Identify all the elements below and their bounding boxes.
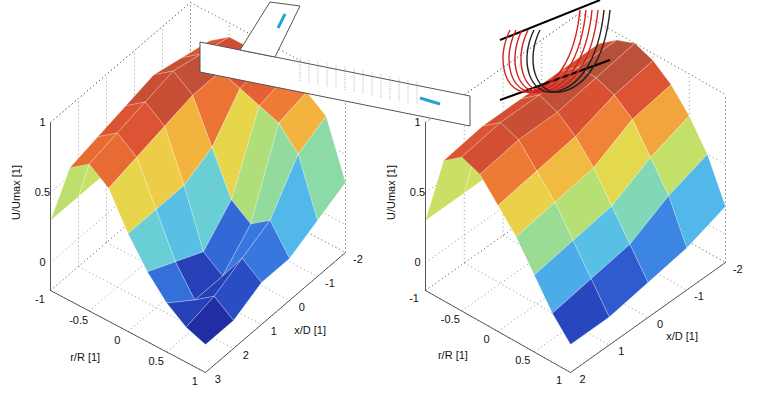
svg-text:-2: -2 (733, 263, 743, 275)
svg-text:2: 2 (580, 373, 586, 385)
svg-text:1: 1 (414, 116, 420, 128)
svg-text:x/D [1]: x/D [1] (666, 330, 698, 342)
svg-text:r/R [1]: r/R [1] (438, 349, 468, 361)
svg-text:-1: -1 (35, 293, 45, 305)
svg-text:-1: -1 (409, 292, 419, 304)
svg-text:-0.5: -0.5 (69, 314, 88, 326)
svg-text:U/Umax [1]: U/Umax [1] (10, 165, 22, 220)
svg-text:U/Umax [1]: U/Umax [1] (385, 165, 397, 220)
svg-text:x/D [1]: x/D [1] (294, 324, 326, 336)
svg-text:1: 1 (192, 375, 198, 387)
svg-text:2: 2 (243, 349, 249, 361)
svg-text:-1: -1 (694, 290, 704, 302)
svg-text:1: 1 (556, 374, 562, 386)
svg-text:0: 0 (657, 318, 663, 330)
svg-text:1: 1 (618, 345, 624, 357)
svg-text:1: 1 (271, 325, 277, 337)
svg-text:r/R [1]: r/R [1] (70, 351, 100, 363)
svg-text:0.5: 0.5 (148, 355, 163, 367)
svg-text:1: 1 (39, 116, 45, 128)
svg-text:0.5: 0.5 (410, 186, 425, 198)
svg-text:-2: -2 (353, 253, 363, 265)
svg-text:0.5: 0.5 (515, 354, 530, 366)
svg-text:0: 0 (484, 333, 490, 345)
svg-text:0: 0 (414, 256, 420, 268)
svg-text:0: 0 (114, 334, 120, 346)
svg-text:0: 0 (39, 256, 45, 268)
svg-text:0: 0 (299, 301, 305, 313)
svg-text:-1: -1 (325, 277, 335, 289)
svg-text:-0.5: -0.5 (441, 313, 460, 325)
svg-text:3: 3 (215, 373, 221, 385)
svg-text:0.5: 0.5 (35, 186, 50, 198)
